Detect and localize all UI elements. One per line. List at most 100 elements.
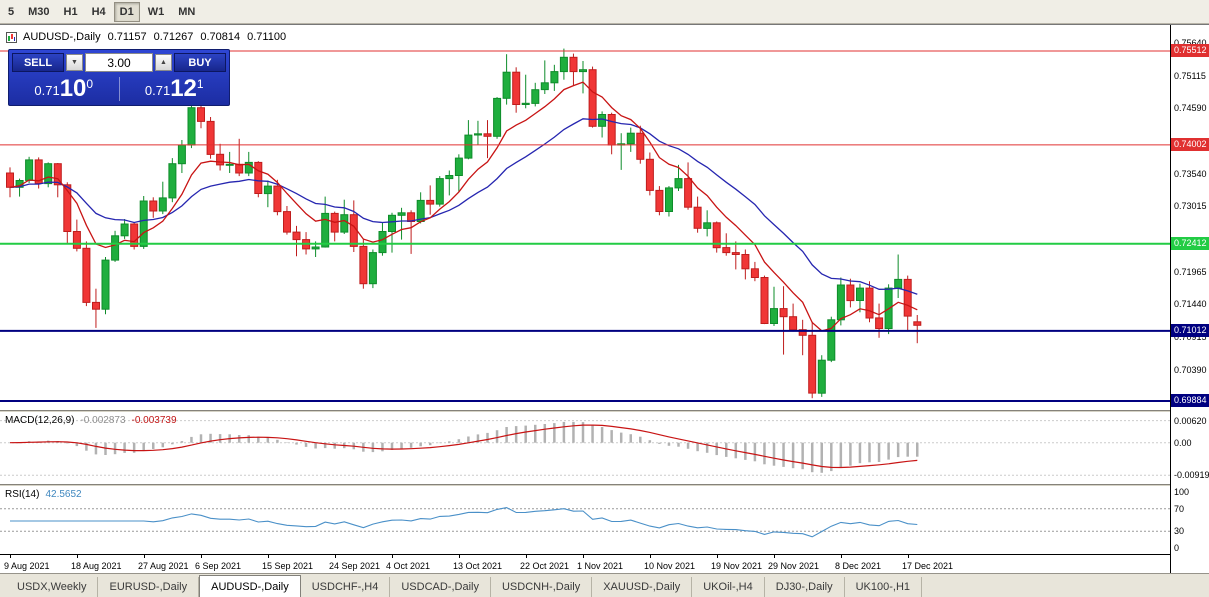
price-level-tag: 0.74002 (1171, 138, 1209, 151)
candle-body (559, 56, 568, 73)
sell-price[interactable]: 0.71 10 0 (9, 75, 119, 103)
candle-body (254, 161, 263, 194)
timeframe-button-h1[interactable]: H1 (63, 5, 78, 18)
candle-body (636, 132, 645, 160)
timeframe-button-w1[interactable]: W1 (147, 5, 165, 18)
candle-body (607, 114, 616, 146)
chart-title: AUDUSD-,Daily 0.71157 0.71267 0.70814 0.… (6, 31, 286, 43)
buy-button[interactable]: BUY (174, 53, 226, 72)
candle-body (158, 197, 167, 212)
time-axis-tick (908, 555, 909, 558)
chart-tab-xauusd-daily[interactable]: XAUUSD-,Daily (592, 577, 693, 597)
ohlc-open: 0.71157 (107, 31, 147, 43)
candle-body (92, 301, 100, 310)
chart-tab-ukoil-h4[interactable]: UKOil-,H4 (692, 577, 765, 597)
candle-body (894, 278, 903, 289)
time-axis-tick (583, 555, 584, 558)
macd-axis-label: 0.00 (1174, 438, 1192, 448)
chart-tab-dj30-daily[interactable]: DJ30-,Daily (765, 577, 845, 597)
time-axis-tick (650, 555, 651, 558)
candle-body (521, 102, 530, 106)
candle-body (244, 161, 253, 174)
chart-symbol-period: AUDUSD-,Daily (23, 31, 101, 43)
candle-body (626, 132, 635, 145)
buy-price[interactable]: 0.71 12 1 (120, 75, 230, 103)
candle-body (569, 56, 578, 73)
volume-increase-button[interactable]: ▲ (155, 54, 172, 71)
volume-decrease-button[interactable]: ▼ (66, 54, 83, 71)
ma-fast-line (9, 81, 918, 332)
price-axis-label: 0.75640 (1174, 38, 1207, 48)
timeframe-toolbar: 5 M30 H1 H4 D1 W1 MN (0, 0, 1209, 24)
macd-axis-label: -0.00919 (1174, 470, 1209, 480)
candle-body (875, 317, 884, 329)
price-level-tag: 0.71012 (1171, 324, 1209, 337)
time-axis-label: 8 Dec 2021 (835, 561, 882, 571)
volume-input[interactable]: 3.00 (85, 53, 153, 72)
time-axis-label: 13 Oct 2021 (453, 561, 503, 571)
rsi-line (10, 507, 918, 538)
rsi-chart[interactable] (0, 486, 1170, 554)
candle-body (598, 114, 607, 127)
candle-body (493, 97, 502, 137)
chart-tab-usdcnh-daily[interactable]: USDCNH-,Daily (491, 577, 593, 597)
candle-body (531, 89, 540, 104)
candlestick-chart[interactable] (0, 25, 1170, 410)
timeframe-button-mn[interactable]: MN (178, 5, 196, 18)
candle-body (731, 252, 740, 256)
buy-price-big: 12 (170, 75, 197, 102)
timeframe-button-d1[interactable]: D1 (113, 1, 140, 22)
macd-axis-label: 0.00620 (1174, 416, 1207, 426)
rsi-title: RSI(14) 42.5652 (5, 489, 82, 500)
sell-price-prefix: 0.71 (34, 83, 60, 98)
time-axis-label: 1 Nov 2021 (577, 561, 624, 571)
timeframe-button-h4[interactable]: H4 (91, 5, 106, 18)
timeframe-button-5[interactable]: 5 (8, 5, 15, 18)
candle-body (235, 163, 244, 174)
timeframe-button-m30[interactable]: M30 (28, 5, 50, 18)
candle-body (388, 214, 396, 233)
price-axis[interactable]: 0.75640 0.75115 0.74590 0.73540 0.73015 0.719… (1170, 25, 1209, 573)
rsi-label: RSI(14) (5, 489, 40, 500)
candle-body (263, 185, 272, 195)
time-axis-label: 15 Sep 2021 (262, 561, 314, 571)
candle-body (6, 172, 14, 188)
candle-body (684, 178, 693, 208)
sell-price-big: 10 (59, 75, 87, 102)
candle-body (111, 235, 120, 261)
macd-chart[interactable] (0, 412, 1170, 484)
time-axis-tick (144, 555, 145, 558)
candle-body (63, 184, 72, 233)
rsi-axis-label: 100 (1174, 487, 1190, 497)
panel-splitter[interactable] (0, 484, 1209, 486)
candle-body (445, 175, 454, 180)
candle-body (168, 163, 177, 199)
chart-tab-usdcad-daily[interactable]: USDCAD-,Daily (390, 577, 491, 597)
candle-body (464, 134, 473, 159)
candle-body (359, 245, 368, 285)
candle-body (177, 144, 186, 165)
candle-body (101, 259, 110, 310)
chart-tab-usdx-weekly[interactable]: USDX,Weekly (6, 577, 99, 597)
candle-body (311, 246, 320, 250)
chart-icon (6, 31, 17, 43)
candle-body (846, 284, 855, 302)
chart-tab-uk100-h1[interactable]: UK100-,H1 (845, 577, 923, 597)
price-axis-label: 0.70390 (1174, 365, 1207, 375)
sell-price-pipette: 0 (86, 77, 94, 91)
chart-tab-audusd-daily[interactable]: AUDUSD-,Daily (199, 575, 301, 597)
time-axis-tick (77, 555, 78, 558)
chevron-down-icon: ▼ (71, 59, 78, 66)
candle-body (502, 71, 511, 99)
candle-body (703, 222, 712, 229)
chart-tab-usdchf-h4[interactable]: USDCHF-,H4 (301, 577, 391, 597)
macd-label: MACD(12,26,9) (5, 415, 75, 426)
time-axis-tick (335, 555, 336, 558)
price-axis-label: 0.70915 (1174, 332, 1207, 342)
sell-button[interactable]: SELL (12, 53, 64, 72)
panel-splitter[interactable] (0, 410, 1209, 412)
price-axis-label: 0.73540 (1174, 169, 1207, 179)
chart-tab-eurusd-daily[interactable]: EURUSD-,Daily (98, 577, 200, 597)
time-axis[interactable]: 9 Aug 2021 18 Aug 2021 27 Aug 2021 6 Sep 20… (0, 554, 1170, 573)
candle-body (340, 214, 349, 233)
